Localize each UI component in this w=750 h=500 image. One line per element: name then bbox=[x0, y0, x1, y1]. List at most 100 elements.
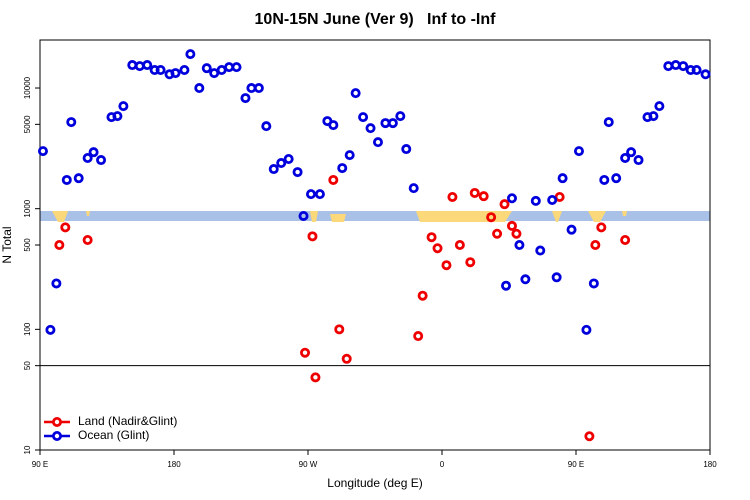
data-point bbox=[611, 173, 622, 184]
x-tick-label: 180 bbox=[703, 460, 717, 469]
data-point bbox=[300, 347, 311, 358]
data-point bbox=[276, 158, 287, 169]
data-point bbox=[654, 101, 665, 112]
data-point bbox=[492, 228, 503, 239]
y-tick-label: 500 bbox=[23, 238, 32, 252]
data-point bbox=[185, 49, 196, 60]
y-axis-label: N Total bbox=[0, 226, 14, 263]
data-point bbox=[253, 83, 264, 94]
data-point bbox=[547, 195, 558, 206]
y-tick-label: 5000 bbox=[23, 115, 32, 133]
data-point bbox=[408, 183, 419, 194]
data-point bbox=[401, 144, 412, 155]
data-point bbox=[51, 278, 62, 289]
land-shape bbox=[588, 211, 606, 222]
data-point bbox=[201, 63, 212, 74]
data-point bbox=[478, 191, 489, 202]
data-point bbox=[134, 61, 145, 72]
land-shape bbox=[416, 211, 512, 222]
data-point bbox=[413, 331, 424, 342]
data-point bbox=[112, 111, 123, 122]
data-point bbox=[61, 174, 72, 185]
data-point bbox=[82, 235, 93, 246]
data-point bbox=[292, 167, 303, 178]
data-point bbox=[387, 118, 398, 129]
data-point bbox=[395, 111, 406, 122]
data-point bbox=[142, 60, 153, 71]
data-point bbox=[566, 224, 577, 235]
data-point bbox=[573, 146, 584, 157]
y-tick-label: 1000 bbox=[23, 199, 32, 217]
data-point bbox=[648, 111, 659, 122]
data-point bbox=[54, 239, 65, 250]
data-point bbox=[663, 61, 674, 72]
data-point bbox=[501, 280, 512, 291]
x-tick-label: 180 bbox=[167, 460, 181, 469]
data-point bbox=[670, 60, 681, 71]
y-tick-label: 10000 bbox=[23, 76, 32, 99]
data-point bbox=[499, 199, 510, 210]
data-point bbox=[426, 232, 437, 243]
data-point bbox=[465, 257, 476, 268]
legend-label: Land (Nadir&Glint) bbox=[78, 414, 177, 428]
data-point bbox=[268, 164, 279, 175]
data-point bbox=[486, 212, 497, 223]
data-point bbox=[551, 272, 562, 283]
data-point bbox=[328, 174, 339, 185]
data-point bbox=[310, 372, 321, 383]
data-point bbox=[599, 174, 610, 185]
land-shape bbox=[552, 211, 562, 222]
data-point bbox=[305, 189, 316, 200]
data-point bbox=[530, 195, 541, 206]
data-point bbox=[535, 245, 546, 256]
data-point bbox=[82, 153, 93, 164]
land-shape bbox=[330, 214, 346, 222]
data-point bbox=[45, 324, 56, 335]
data-point bbox=[73, 173, 84, 184]
y-tick-label: 50 bbox=[23, 361, 32, 370]
data-point bbox=[337, 163, 348, 174]
legend-marker bbox=[52, 416, 63, 427]
data-point bbox=[620, 153, 631, 164]
data-point bbox=[127, 60, 138, 71]
data-point bbox=[96, 155, 107, 166]
data-point bbox=[581, 324, 592, 335]
data-point bbox=[469, 187, 480, 198]
y-tick-label: 100 bbox=[23, 322, 32, 336]
legend-label: Ocean (Glint) bbox=[78, 428, 149, 442]
data-point bbox=[700, 69, 711, 80]
data-point bbox=[584, 431, 595, 442]
data-point bbox=[506, 220, 517, 231]
data-point bbox=[344, 150, 355, 161]
data-point bbox=[520, 274, 531, 285]
data-point bbox=[118, 101, 129, 112]
data-point bbox=[603, 117, 614, 128]
x-axis-label: Longitude (deg E) bbox=[327, 476, 422, 490]
land-shape bbox=[310, 211, 318, 222]
data-point bbox=[506, 193, 517, 204]
data-point bbox=[678, 61, 689, 72]
data-point bbox=[454, 239, 465, 250]
data-point bbox=[441, 260, 452, 271]
data-point bbox=[511, 228, 522, 239]
data-point bbox=[179, 65, 190, 76]
data-point bbox=[66, 117, 77, 128]
legend-marker bbox=[52, 430, 63, 441]
data-point bbox=[432, 243, 443, 254]
data-point bbox=[37, 146, 48, 157]
data-point bbox=[60, 222, 71, 233]
data-point bbox=[350, 88, 361, 99]
x-tick-label: 90 E bbox=[568, 460, 584, 469]
data-point bbox=[334, 324, 345, 335]
data-point bbox=[314, 189, 325, 200]
x-tick-label: 0 bbox=[440, 460, 445, 469]
data-point bbox=[447, 191, 458, 202]
data-point bbox=[328, 120, 339, 131]
data-point bbox=[590, 239, 601, 250]
data-point bbox=[170, 68, 181, 79]
data-point bbox=[557, 173, 568, 184]
x-tick-label: 90 E bbox=[32, 460, 48, 469]
data-point bbox=[298, 210, 309, 221]
land-shape bbox=[86, 211, 90, 216]
